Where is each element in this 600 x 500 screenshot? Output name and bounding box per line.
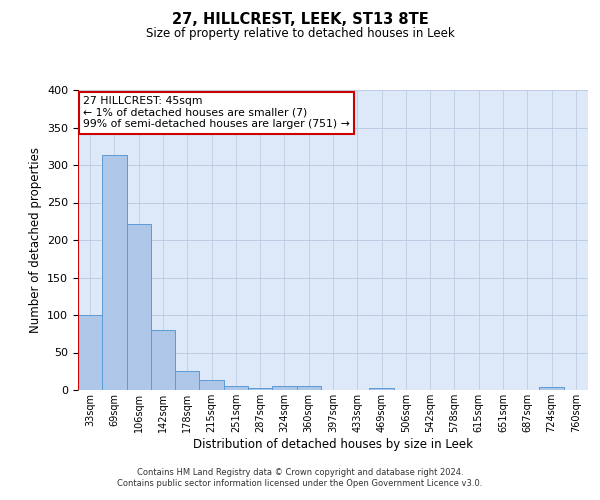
Bar [199, 380, 224, 390]
Text: Contains HM Land Registry data © Crown copyright and database right 2024.
Contai: Contains HM Land Registry data © Crown c… [118, 468, 482, 487]
Bar [370, 388, 394, 390]
Bar [539, 387, 564, 390]
Bar [224, 386, 248, 390]
Bar [248, 388, 272, 390]
Bar [296, 386, 321, 390]
Bar [127, 224, 151, 390]
Text: Size of property relative to detached houses in Leek: Size of property relative to detached ho… [146, 28, 454, 40]
Text: 27 HILLCREST: 45sqm
← 1% of detached houses are smaller (7)
99% of semi-detached: 27 HILLCREST: 45sqm ← 1% of detached hou… [83, 96, 350, 129]
Bar [102, 155, 127, 390]
Bar [151, 330, 175, 390]
Bar [175, 370, 199, 390]
Bar [272, 386, 296, 390]
X-axis label: Distribution of detached houses by size in Leek: Distribution of detached houses by size … [193, 438, 473, 450]
Y-axis label: Number of detached properties: Number of detached properties [29, 147, 41, 333]
Bar [78, 315, 102, 390]
Text: 27, HILLCREST, LEEK, ST13 8TE: 27, HILLCREST, LEEK, ST13 8TE [172, 12, 428, 28]
